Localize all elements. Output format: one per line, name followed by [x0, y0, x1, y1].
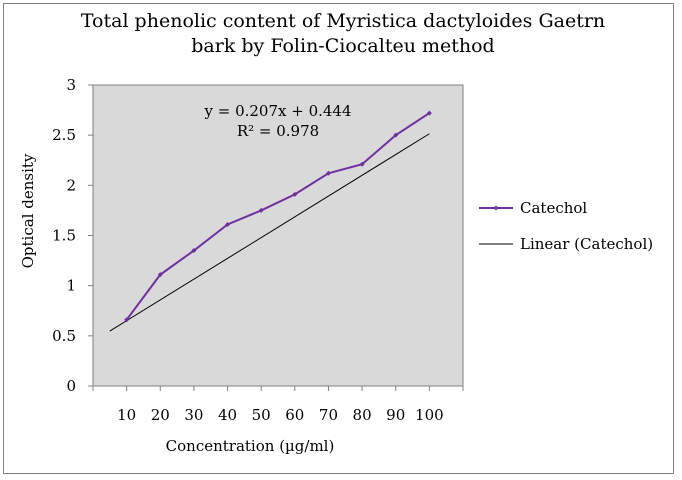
data-point-90 — [393, 132, 399, 138]
x-tick-label-90: 90 — [386, 406, 405, 424]
y-tick-label-5: 2.5 — [52, 126, 76, 144]
legend-catechol-label: Catechol — [520, 199, 587, 217]
x-tick-label-100: 100 — [415, 406, 444, 424]
data-point-100 — [426, 110, 432, 116]
trend-equation: y = 0.207x + 0.444 — [203, 102, 351, 120]
legend-linear-label: Linear (Catechol) — [520, 235, 653, 253]
y-tick-label-2: 1 — [66, 277, 76, 295]
data-point-10 — [124, 317, 130, 323]
x-tick-label-20: 20 — [151, 406, 170, 424]
data-point-70 — [325, 170, 331, 176]
chart-title-line1: Total phenolic content of Myristica dact… — [81, 10, 605, 32]
trend-r-squared: R² = 0.978 — [237, 122, 319, 140]
y-tick-label-0: 0 — [66, 377, 76, 395]
data-point-60 — [292, 191, 298, 197]
x-tick-label-60: 60 — [285, 406, 304, 424]
data-point-80 — [359, 161, 365, 167]
x-tick-label-50: 50 — [252, 406, 271, 424]
legend-catechol-marker — [493, 205, 499, 211]
series-line-0 — [125, 112, 430, 321]
data-point-50 — [258, 207, 264, 213]
x-tick-label-80: 80 — [353, 406, 372, 424]
y-axis: 0 0.5 1 1.5 2 2.5 3 — [52, 76, 93, 395]
y-axis-label: Optical density — [19, 153, 37, 268]
data-point-30 — [191, 248, 197, 254]
chart-title-line2: bark by Folin-Ciocalteu method — [191, 35, 494, 57]
data-point-20 — [157, 272, 163, 278]
x-axis-label: Concentration (µg/ml) — [166, 437, 335, 455]
plot-area — [92, 84, 464, 387]
y-tick-label-4: 2 — [66, 176, 76, 194]
x-tick-label-10: 10 — [117, 406, 136, 424]
y-tick-label-3: 1.5 — [52, 227, 76, 245]
x-tick-label-70: 70 — [319, 406, 338, 424]
legend: Catechol Linear (Catechol) — [479, 199, 653, 253]
series-layer — [124, 110, 432, 323]
trendline-layer — [109, 133, 430, 332]
x-tick-label-30: 30 — [184, 406, 203, 424]
trendline-linear — [109, 133, 430, 332]
x-tick-label-40: 40 — [218, 406, 237, 424]
y-tick-label-6: 3 — [66, 76, 76, 94]
y-tick-label-1: 0.5 — [52, 327, 76, 345]
x-axis: 10 20 30 40 50 60 70 80 90 100 — [92, 386, 464, 424]
data-point-40 — [225, 221, 231, 227]
